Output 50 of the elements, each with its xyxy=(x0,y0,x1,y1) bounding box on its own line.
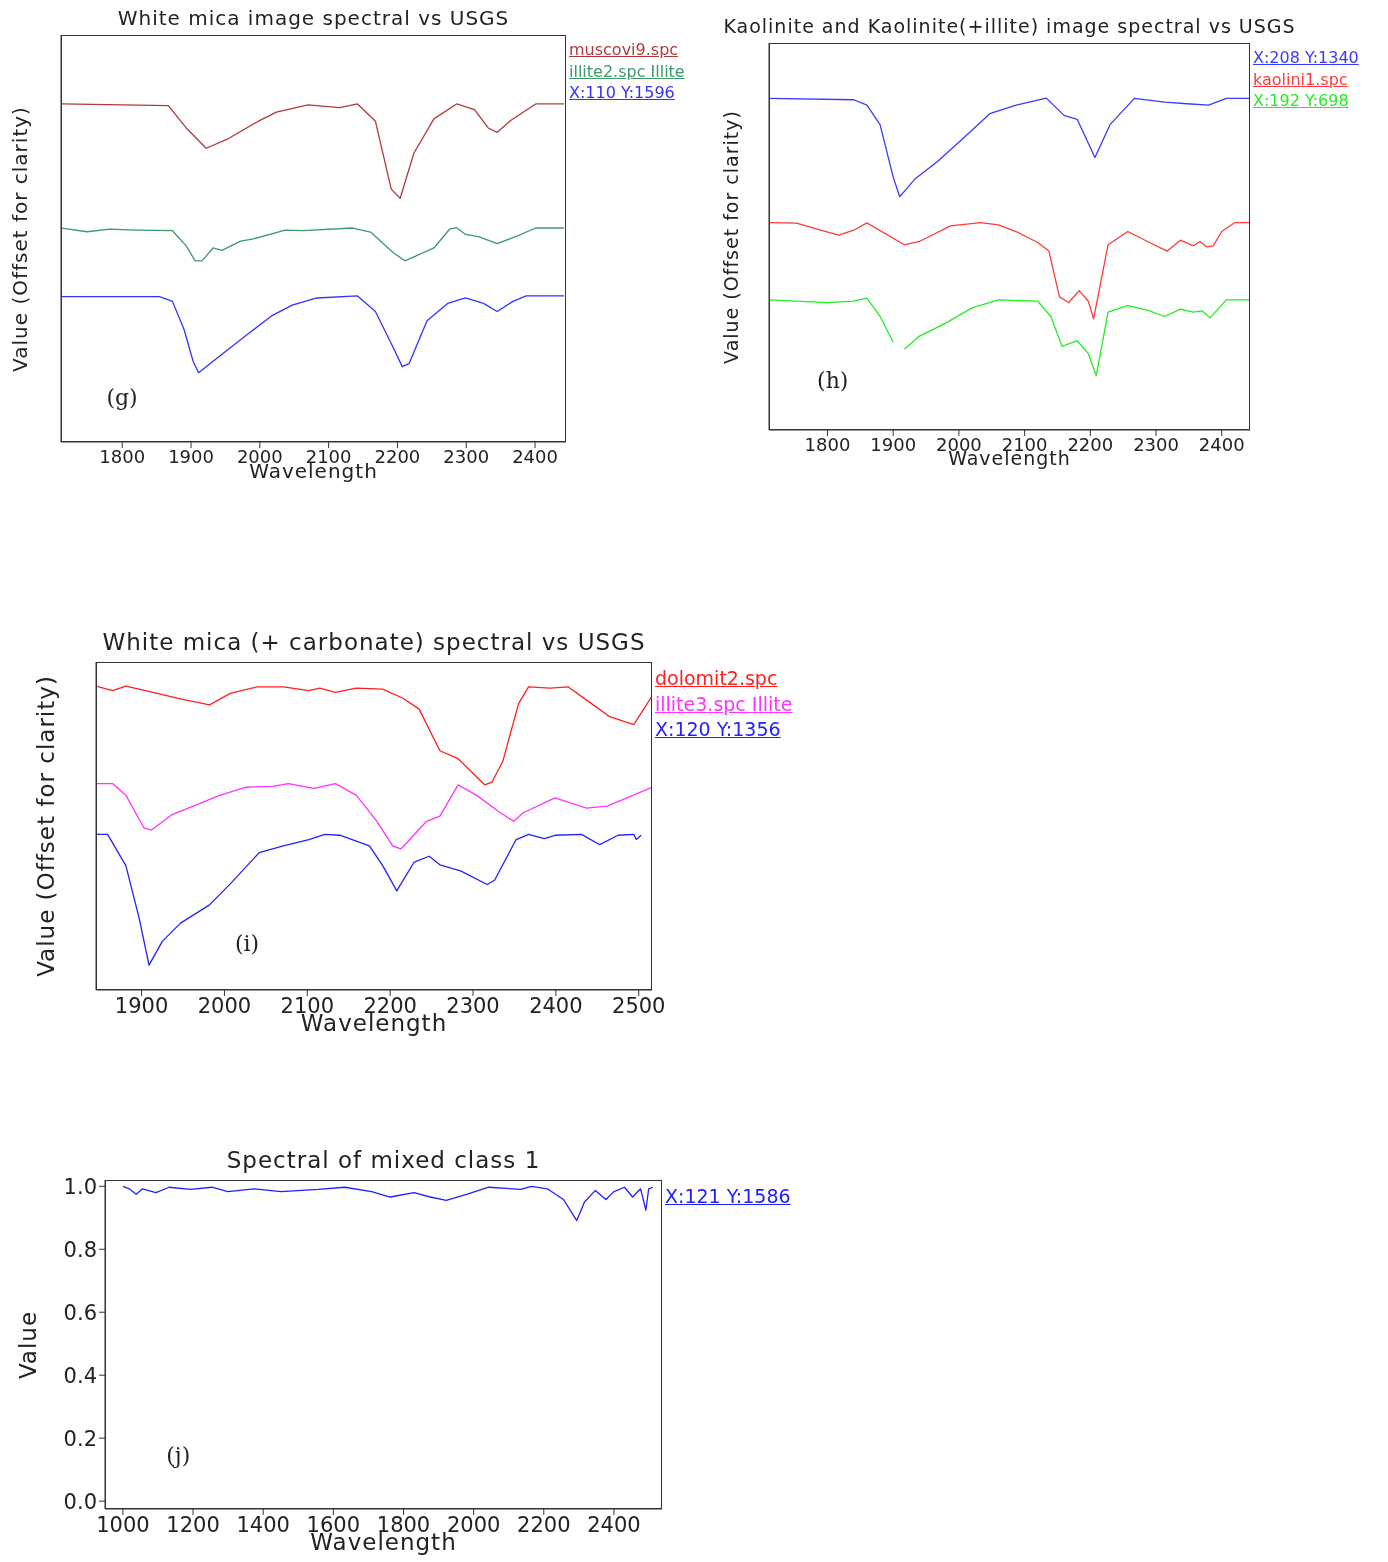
x-tick-label: 1900 xyxy=(870,433,917,455)
x-tick-label: 2400 xyxy=(512,445,558,467)
x-tick-label: 2300 xyxy=(446,993,500,1018)
y-tick-label: 0.4 xyxy=(63,1363,97,1388)
chart-title: Kaolinite and Kaolinite(+illite) image spectral vs USGS xyxy=(722,15,1297,38)
y-tick-label: 0.8 xyxy=(63,1237,97,1262)
text: illite2.spc Illite xyxy=(569,60,685,83)
x-tick-label: 1000 xyxy=(96,1512,150,1537)
x-tick-label: 2400 xyxy=(529,993,583,1018)
y-axis-title: Value xyxy=(15,1310,41,1379)
x-tick-label: 2000 xyxy=(446,1512,501,1537)
chart-title: Spectral of mixed class 1 xyxy=(225,1146,542,1173)
annotation: (g) xyxy=(106,385,138,411)
x-tick-label: 1800 xyxy=(804,433,851,455)
x-tick-label: 2000 xyxy=(197,993,252,1018)
chart-title: White mica (+ carbonate) spectral vs USGS xyxy=(101,628,647,655)
text: X:120 Y:1356 xyxy=(655,717,782,743)
x-tick-label: 1900 xyxy=(168,445,214,467)
text: muscovi9.spc xyxy=(569,39,680,61)
annotation: (i) xyxy=(235,930,260,956)
x-tick-label: 2300 xyxy=(1133,433,1179,455)
y-axis-title: Value (Offset for clarity) xyxy=(720,109,742,364)
y-tick-label: 1.0 xyxy=(63,1174,97,1199)
x-tick-label: 2200 xyxy=(374,445,421,467)
y-tick-label: 0.6 xyxy=(63,1300,97,1325)
text: X:192 Y:698 xyxy=(1253,90,1350,112)
x-tick-label: 2200 xyxy=(517,1512,571,1537)
annotation: (h) xyxy=(817,368,849,394)
series-label: X:208 Y:1340 xyxy=(1253,47,1359,69)
y-tick-label: 0.0 xyxy=(63,1489,97,1514)
y-tick-label: 0.2 xyxy=(63,1426,97,1451)
x-tick-label: 2500 xyxy=(612,993,666,1018)
x-tick-label: 2200 xyxy=(1067,433,1114,455)
x-tick-label: 1200 xyxy=(166,1512,220,1537)
text: X:110 Y:1596 xyxy=(569,82,676,104)
x-tick-label: 1800 xyxy=(99,445,146,467)
x-tick-label: 2400 xyxy=(1198,433,1245,455)
y-axis-title: Value (Offset for clarity) xyxy=(8,105,32,372)
y-axis-title: Value (Offset for clarity) xyxy=(33,675,59,977)
annotation: (j) xyxy=(166,1443,191,1469)
x-tick-label: 1400 xyxy=(236,1512,290,1537)
series-label: dolomit2.spc xyxy=(655,666,779,691)
line-series xyxy=(122,1185,654,1222)
text: illite3.spc Illite xyxy=(655,691,793,717)
chart-title: White mica image spectral vs USGS xyxy=(116,6,511,30)
x-tick-label: 2300 xyxy=(443,445,490,467)
series-label: X:121 Y:1586 xyxy=(665,1184,791,1209)
text: kaolini1.spc xyxy=(1253,68,1349,91)
x-tick-label: 1900 xyxy=(114,993,169,1018)
x-tick-label: 2400 xyxy=(587,1512,641,1537)
